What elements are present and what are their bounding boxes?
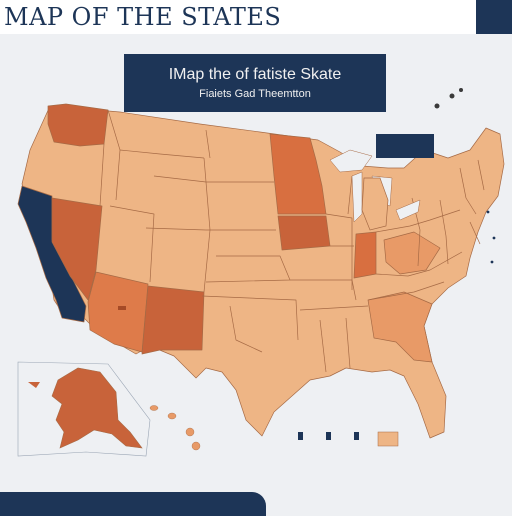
state-arizona (87, 271, 149, 353)
state-new-mexico (141, 285, 205, 355)
state-alaska (51, 367, 143, 449)
bottom-legend (298, 431, 399, 447)
lake-superior (329, 149, 373, 173)
page-title: MAP OF THE STATES (4, 3, 282, 31)
header-bar (0, 0, 512, 34)
title-card-line-1: IMap the of fatiste Skate (168, 66, 342, 83)
map-dots (434, 88, 463, 109)
header-accent (476, 0, 512, 34)
title-card: IMap the of fatiste Skate Fiaiets Gad Th… (124, 54, 386, 112)
state-washington (47, 103, 109, 147)
state-southeast (367, 291, 433, 363)
state-nevada (51, 197, 103, 301)
state-minnesota (269, 133, 327, 215)
state-appalachia (383, 231, 441, 275)
state-michigan (361, 177, 389, 231)
inset-card (376, 134, 434, 158)
title-card-line-2: Fiaiets Gad Theemtton (199, 88, 311, 100)
state-iowa (277, 215, 331, 251)
footer-bar (0, 492, 266, 516)
lake-erie (395, 199, 421, 221)
lake-michigan (351, 171, 363, 223)
state-indiana (353, 231, 377, 279)
